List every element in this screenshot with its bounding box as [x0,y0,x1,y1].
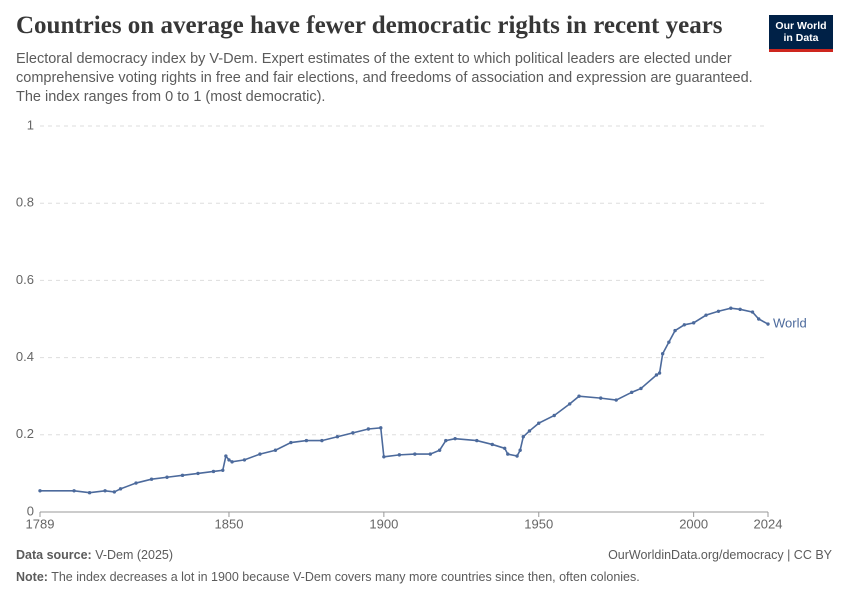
point [351,431,355,435]
chart: 0 0.2 0.4 0.6 0.8 1 1789 1850 1900 1950 2000 2024 Wo… [16,117,807,531]
point [716,309,721,313]
point [72,489,76,493]
point [38,489,42,493]
logo-line: in Data [783,32,819,44]
point [224,454,228,458]
point [382,455,386,459]
x-tick-label: 1950 [524,516,553,531]
point [444,438,448,443]
note: Note: The index decreases a lot in 1900 … [16,570,640,584]
point [667,340,671,344]
point [729,306,733,310]
y-tick-label: 0.2 [16,426,34,441]
point [87,491,92,495]
point [227,458,231,462]
source: Data source: V-Dem (2025) [16,548,173,562]
note-text: The index decreases a lot in 1900 becaus… [51,570,640,584]
point [577,394,581,398]
point [413,452,417,456]
point [320,438,324,443]
point [629,390,634,395]
point [552,413,556,418]
point [704,313,708,317]
point [475,438,479,443]
point [397,453,402,457]
point [757,317,761,321]
point [515,454,519,458]
point [149,477,154,481]
point [639,386,643,391]
point [657,371,662,375]
chart-title: Countries on average have fewer democrat… [16,12,723,39]
point [453,436,457,441]
point [366,427,371,431]
point [614,398,618,402]
point [112,490,117,494]
point [673,328,677,333]
y-tick-label: 1 [27,117,34,132]
y-tick-label: 0.6 [16,272,34,287]
point [502,446,507,451]
point [180,473,185,478]
x-tick-label: 1789 [26,516,55,531]
point [490,442,494,447]
point [379,426,383,430]
point [537,421,541,425]
point [118,487,123,491]
point [196,471,200,476]
point [165,475,169,479]
logo-line: Our World [775,20,827,32]
point [506,452,510,456]
note-label: Note: [16,570,48,584]
point [273,448,278,452]
point [521,435,525,439]
logo[interactable]: Our World in Data [769,15,833,52]
point [660,352,665,356]
chart-subtitle: Electoral democracy index by V-Dem. Expe… [16,51,753,105]
point [134,481,138,485]
point [654,373,659,377]
point [258,452,262,456]
x-tick-label: 2000 [679,516,708,531]
y-tick-label: 0 [27,503,34,518]
point [691,321,696,325]
x-tick-label: 2024 [754,516,783,531]
point [242,458,247,462]
y-tick-label: 0.4 [16,349,34,364]
point [527,429,532,433]
point [304,438,309,443]
line [40,307,769,494]
x-tick-label: 1850 [215,516,244,531]
point [682,323,687,327]
x-tick-label: 1900 [369,516,398,531]
series-label: World [773,315,807,330]
point [738,307,742,312]
point [750,310,755,314]
source-text: V-Dem (2025) [95,548,174,562]
url[interactable]: OurWorldinData.org/democracy | CC BY [608,548,832,562]
point [230,460,234,464]
source-label: Data source: [16,548,92,562]
point [428,452,433,456]
point [289,440,293,445]
point [766,322,770,326]
point [103,489,107,493]
y-tick-label: 0.8 [16,195,34,210]
point [335,435,340,439]
point [221,468,225,473]
point [568,402,572,406]
point [437,448,442,452]
point [599,396,603,400]
point [518,448,522,452]
point [211,469,216,474]
